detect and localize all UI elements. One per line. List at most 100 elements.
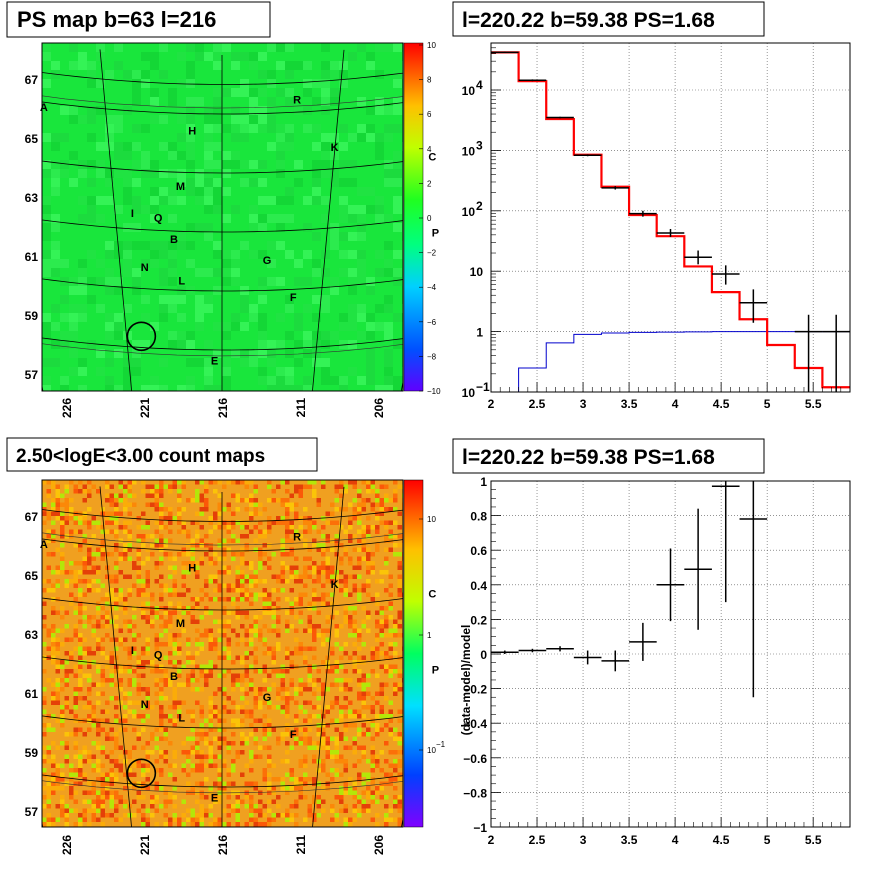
map-pixel: [163, 727, 168, 732]
map-pixel: [91, 718, 96, 723]
map-pixel: [105, 678, 110, 683]
map-pixel: [159, 313, 168, 322]
map-pixel: [42, 615, 47, 620]
map-pixel: [366, 808, 371, 813]
map-pixel: [132, 772, 137, 777]
map-pixel: [150, 619, 155, 624]
map-pixel: [42, 601, 47, 606]
map-pixel: [168, 507, 173, 512]
map-pixel: [208, 637, 213, 642]
map-pixel: [51, 637, 56, 642]
map-pixel: [231, 106, 240, 115]
map-pixel: [181, 813, 186, 818]
map-pixel: [262, 592, 267, 597]
map-pixel: [87, 61, 96, 70]
map-pixel: [190, 655, 195, 660]
map-pixel: [42, 709, 47, 714]
map-pixel: [78, 727, 83, 732]
map-pixel: [87, 570, 92, 575]
map-pixel: [123, 804, 128, 809]
map-pixel: [217, 493, 222, 498]
map-pixel: [325, 601, 330, 606]
map-pixel: [393, 205, 402, 214]
map-pixel: [289, 529, 294, 534]
map-pixel: [177, 646, 182, 651]
map-pixel: [60, 606, 65, 611]
map-pixel: [312, 97, 321, 106]
map-pixel: [172, 786, 177, 791]
map-pixel: [123, 187, 132, 196]
map-pixel: [217, 799, 222, 804]
map-pixel: [231, 804, 236, 809]
map-pixel: [361, 525, 366, 530]
map-pixel: [141, 160, 150, 169]
map-pixel: [60, 340, 69, 349]
map-pixel: [73, 745, 78, 750]
map-pixel: [294, 777, 299, 782]
map-pixel: [325, 592, 330, 597]
map-pixel: [249, 511, 254, 516]
y-tick-exponent: 4: [476, 78, 483, 92]
map-pixel: [199, 736, 204, 741]
map-pixel: [240, 79, 249, 88]
map-pixel: [55, 637, 60, 642]
map-pixel: [60, 678, 65, 683]
map-pixel: [213, 588, 218, 593]
map-pixel: [379, 507, 384, 512]
map-pixel: [172, 610, 177, 615]
map-pixel: [87, 520, 92, 525]
map-pixel: [123, 727, 128, 732]
map-pixel: [384, 484, 389, 489]
map-pixel: [339, 79, 348, 88]
map-pixel: [195, 597, 200, 602]
map-pixel: [280, 565, 285, 570]
map-pixel: [312, 741, 317, 746]
map-pixel: [240, 610, 245, 615]
map-pixel: [267, 687, 272, 692]
map-pixel: [303, 700, 308, 705]
map-pixel: [375, 646, 380, 651]
map-pixel: [145, 750, 150, 755]
map-pixel: [298, 601, 303, 606]
map-pixel: [199, 750, 204, 755]
map-pixel: [69, 115, 78, 124]
map-pixel: [352, 484, 357, 489]
ps-colorbar-tick-label: 2: [427, 179, 432, 188]
map-pixel: [231, 250, 240, 259]
map-pixel: [325, 705, 330, 710]
map-pixel: [361, 714, 366, 719]
map-pixel: [379, 628, 384, 633]
map-pixel: [87, 115, 96, 124]
map-pixel: [375, 43, 384, 52]
map-pixel: [357, 304, 366, 313]
map-pixel: [78, 606, 83, 611]
map-pixel: [213, 511, 218, 516]
map-pixel: [69, 637, 74, 642]
map-pixel: [226, 588, 231, 593]
map-pixel: [249, 637, 254, 642]
map-pixel: [132, 799, 137, 804]
map-pixel: [249, 732, 254, 737]
map-pixel: [199, 808, 204, 813]
map-pixel: [334, 741, 339, 746]
map-pixel: [154, 822, 159, 827]
map-pixel: [51, 304, 60, 313]
map-pixel: [132, 786, 137, 791]
map-pixel: [357, 561, 362, 566]
map-pixel: [307, 484, 312, 489]
map-pixel: [141, 511, 146, 516]
map-pixel: [114, 804, 119, 809]
map-pixel: [303, 781, 308, 786]
map-pixel: [73, 691, 78, 696]
map-pixel: [384, 714, 389, 719]
map-pixel: [366, 682, 371, 687]
map-pixel: [64, 520, 69, 525]
map-pixel: [285, 187, 294, 196]
map-pixel: [321, 79, 330, 88]
latitude-tick-label: 61: [25, 687, 39, 701]
map-pixel: [384, 655, 389, 660]
map-pixel: [69, 709, 74, 714]
map-pixel: [55, 507, 60, 512]
map-pixel: [87, 480, 92, 485]
map-pixel: [303, 759, 308, 764]
